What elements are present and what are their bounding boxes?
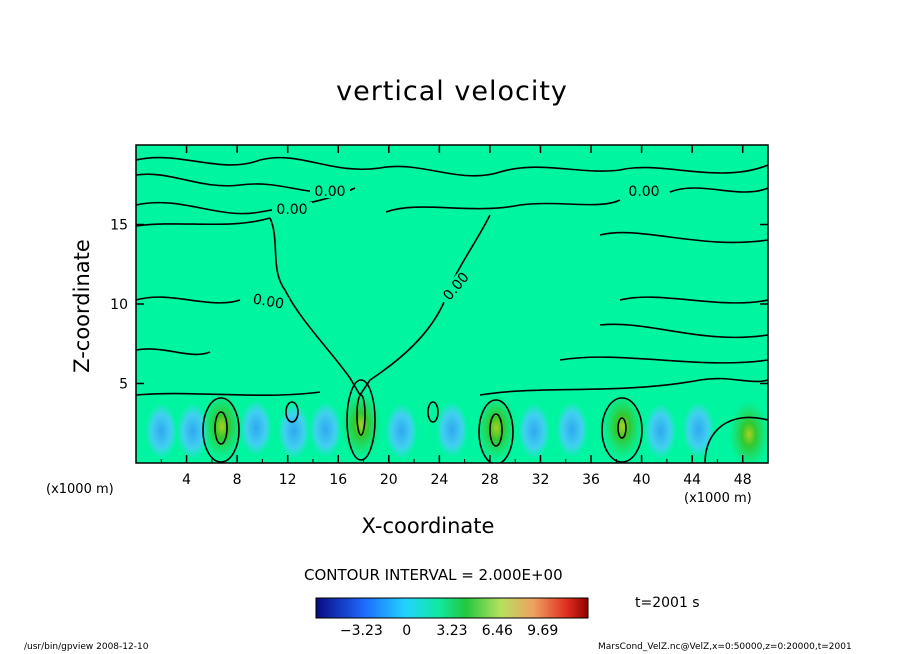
x-axis-label: X-coordinate — [361, 514, 495, 538]
colorbar-tick-label: 0 — [402, 623, 412, 639]
updraft-cell — [729, 400, 768, 463]
contour-label-bg — [624, 184, 664, 198]
downdraft-cell — [556, 401, 589, 458]
contour-label: 0.00 — [276, 202, 307, 218]
colorbar-tick-label: 9.69 — [527, 623, 559, 639]
colorbar-tick-label: 3.23 — [436, 623, 468, 639]
colorbar-tick-label: −3.23 — [339, 623, 383, 639]
contour-line — [214, 411, 228, 445]
contour-line — [385, 199, 621, 213]
contour-line — [202, 397, 240, 463]
contour-line — [601, 397, 643, 463]
y-axis-label: Z-coordinate — [70, 239, 94, 373]
downdraft-cell — [176, 403, 209, 460]
contour-label: 0.00 — [628, 184, 659, 200]
contour-label-bg — [310, 184, 350, 198]
footer-right: MarsCond_VelZ.nc@VelZ,x=0:50000,z=0:2000… — [598, 642, 852, 652]
updraft-cell — [476, 394, 517, 463]
x-tick-label: 12 — [279, 472, 297, 488]
contour-interval-label: CONTOUR INTERVAL = 2.000E+00 — [304, 566, 563, 584]
contour-label-bg — [272, 202, 312, 216]
downdraft-cell — [518, 403, 551, 460]
contour-label-bg — [437, 266, 474, 306]
time-label: t=2001 s — [635, 595, 700, 611]
contour-line — [346, 379, 376, 461]
contour-line — [478, 399, 514, 463]
y-tick-label: 15 — [110, 218, 128, 234]
x-unit-label-left: (x1000 m) — [46, 482, 114, 497]
downdraft-cell — [278, 403, 310, 460]
contour-line — [617, 417, 627, 439]
contour-line — [704, 416, 768, 463]
contour-line — [136, 156, 768, 177]
updraft-cell — [201, 392, 242, 461]
x-tick-label: 32 — [532, 472, 550, 488]
x-tick-label: 8 — [233, 472, 242, 488]
contour-line — [599, 323, 768, 339]
x-tick-label: 4 — [182, 472, 191, 488]
x-tick-label: 40 — [633, 472, 651, 488]
downdraft-cell — [309, 401, 342, 458]
y-tick-label: 10 — [110, 297, 128, 313]
contour-line — [136, 217, 271, 227]
contour-line — [269, 217, 361, 396]
updraft-cell — [340, 390, 381, 459]
contour-line — [489, 413, 503, 447]
contour-line — [356, 394, 366, 436]
x-unit-label-right: (x1000 m) — [684, 491, 752, 506]
footer-left: /usr/bin/gpview 2008-12-10 — [24, 642, 149, 652]
updraft-cell — [602, 392, 643, 461]
downdraft-cell — [240, 400, 273, 457]
x-tick-label: 44 — [683, 472, 701, 488]
downdraft-cell — [436, 401, 468, 458]
y-tick-label: 5 — [119, 377, 128, 393]
x-tick-label: 28 — [481, 472, 499, 488]
contour-line — [136, 296, 241, 304]
contour-label: 0.00 — [252, 291, 285, 312]
downdraft-cell — [644, 403, 677, 460]
downdraft-cell — [385, 403, 418, 460]
contour-line — [136, 348, 211, 356]
colorbar-tick-label: 6.46 — [481, 623, 513, 639]
contour-line — [479, 377, 768, 396]
contour-label-bg — [247, 290, 290, 312]
chart-title: vertical velocity — [336, 76, 568, 107]
x-tick-label: 24 — [430, 472, 448, 488]
contour-label: 0.00 — [314, 184, 345, 200]
contour-line — [559, 356, 768, 364]
contour-line — [427, 401, 439, 423]
contour-line — [136, 391, 321, 397]
contour-line — [285, 401, 299, 423]
colorbar — [315, 597, 589, 619]
contour-line — [669, 187, 768, 193]
x-tick-label: 20 — [380, 472, 398, 488]
x-tick-label: 36 — [582, 472, 600, 488]
x-tick-label: 48 — [734, 472, 752, 488]
x-tick-label: 16 — [329, 472, 347, 488]
contour-line — [599, 231, 768, 244]
downdraft-cell — [682, 401, 715, 458]
contour-line — [619, 296, 768, 304]
contour-line — [136, 173, 341, 194]
downdraft-cell — [145, 403, 178, 460]
